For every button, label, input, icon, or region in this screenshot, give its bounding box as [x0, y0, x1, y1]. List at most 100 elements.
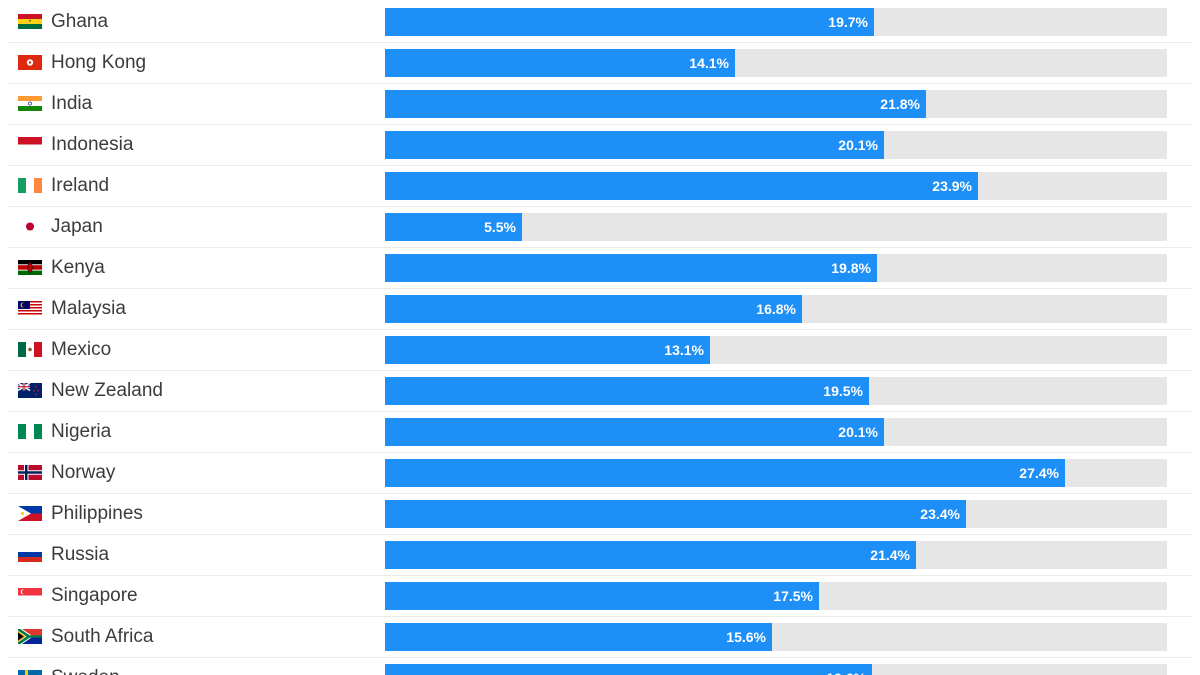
category-label-hong-kong: Hong Kong — [51, 52, 147, 73]
ghana-flag-icon — [18, 14, 42, 29]
bar-indonesia: 20.1% — [385, 131, 884, 159]
value-label-ghana: 19.7% — [828, 14, 868, 30]
category-label-new-zealand: New Zealand — [51, 380, 163, 401]
bar-russia: 21.4% — [385, 541, 916, 569]
value-label-new-zealand: 19.5% — [823, 383, 863, 399]
bar-track-mexico: 13.1% — [385, 336, 1167, 364]
bar-ireland: 23.9% — [385, 172, 978, 200]
bar-hong-kong: 14.1% — [385, 49, 735, 77]
bar-south-africa: 15.6% — [385, 623, 772, 651]
philippines-flag-icon — [18, 506, 42, 521]
bar-track-hong-kong: 14.1% — [385, 49, 1167, 77]
bar-track-south-africa: 15.6% — [385, 623, 1167, 651]
row-ghana: Ghana 19.7% — [8, 2, 1192, 43]
category-label-nigeria: Nigeria — [51, 421, 112, 442]
bar-track-ghana: 19.7% — [385, 8, 1167, 36]
value-label-mexico: 13.1% — [664, 342, 704, 358]
category-label-mexico: Mexico — [51, 339, 112, 360]
bar-philippines: 23.4% — [385, 500, 966, 528]
malaysia-flag-icon — [18, 301, 42, 316]
category-label-south-africa: South Africa — [51, 626, 154, 647]
bar-nigeria: 20.1% — [385, 418, 884, 446]
value-label-indonesia: 20.1% — [838, 137, 878, 153]
bar-track-philippines: 23.4% — [385, 500, 1167, 528]
new-zealand-flag-icon — [18, 383, 42, 398]
row-mexico: Mexico 13.1% — [8, 330, 1192, 371]
bar-mexico: 13.1% — [385, 336, 710, 364]
bar-track-sweden: 19.6% — [385, 664, 1167, 675]
category-label-ireland: Ireland — [51, 175, 110, 196]
bar-ghana: 19.7% — [385, 8, 874, 36]
bar-norway: 27.4% — [385, 459, 1065, 487]
bar-japan: 5.5% — [385, 213, 522, 241]
category-label-sweden: Sweden — [51, 666, 120, 675]
bar-singapore: 17.5% — [385, 582, 819, 610]
hong-kong-flag-icon — [18, 55, 42, 70]
indonesia-flag-icon — [18, 137, 42, 152]
bar-track-india: 21.8% — [385, 90, 1167, 118]
row-indonesia: Indonesia 20.1% — [8, 125, 1192, 166]
category-label-russia: Russia — [51, 544, 110, 565]
russia-flag-icon — [18, 547, 42, 562]
south-africa-flag-icon — [18, 629, 42, 644]
bar-india: 21.8% — [385, 90, 926, 118]
bar-track-kenya: 19.8% — [385, 254, 1167, 282]
bar-sweden: 19.6% — [385, 664, 872, 675]
norway-flag-icon — [18, 465, 42, 480]
value-label-india: 21.8% — [880, 96, 920, 112]
category-label-india: India — [51, 93, 93, 114]
bar-track-singapore: 17.5% — [385, 582, 1167, 610]
value-label-sweden: 19.6% — [826, 669, 866, 675]
value-label-norway: 27.4% — [1019, 465, 1059, 481]
bar-track-new-zealand: 19.5% — [385, 377, 1167, 405]
bar-track-nigeria: 20.1% — [385, 418, 1167, 446]
category-label-norway: Norway — [51, 462, 116, 483]
bar-track-indonesia: 20.1% — [385, 131, 1167, 159]
category-label-singapore: Singapore — [51, 585, 138, 606]
category-label-indonesia: Indonesia — [51, 134, 134, 155]
value-label-russia: 21.4% — [870, 547, 910, 563]
row-new-zealand: New Zealand 19.5% — [8, 371, 1192, 412]
row-india: India 21.8% — [8, 84, 1192, 125]
bar-new-zealand: 19.5% — [385, 377, 869, 405]
category-label-philippines: Philippines — [51, 503, 143, 524]
category-label-kenya: Kenya — [51, 257, 105, 278]
row-south-africa: South Africa 15.6% — [8, 617, 1192, 658]
category-label-japan: Japan — [51, 216, 103, 237]
japan-flag-icon — [18, 219, 42, 234]
row-singapore: Singapore 17.5% — [8, 576, 1192, 617]
singapore-flag-icon — [18, 588, 42, 603]
bar-track-russia: 21.4% — [385, 541, 1167, 569]
value-label-singapore: 17.5% — [773, 588, 813, 604]
sweden-flag-icon — [18, 670, 42, 675]
row-philippines: Philippines 23.4% — [8, 494, 1192, 535]
value-label-ireland: 23.9% — [932, 178, 972, 194]
value-label-nigeria: 20.1% — [838, 424, 878, 440]
value-label-kenya: 19.8% — [831, 260, 871, 276]
row-kenya: Kenya 19.8% — [8, 248, 1192, 289]
bar-malaysia: 16.8% — [385, 295, 802, 323]
mexico-flag-icon — [18, 342, 42, 357]
row-nigeria: Nigeria 20.1% — [8, 412, 1192, 453]
bar-kenya: 19.8% — [385, 254, 877, 282]
value-label-philippines: 23.4% — [920, 506, 960, 522]
category-label-malaysia: Malaysia — [51, 298, 126, 319]
ireland-flag-icon — [18, 178, 42, 193]
value-label-hong-kong: 14.1% — [689, 55, 729, 71]
bar-track-japan: 5.5% — [385, 213, 1167, 241]
category-label-ghana: Ghana — [51, 11, 109, 32]
row-sweden: Sweden 19.6% — [8, 658, 1192, 675]
row-malaysia: Malaysia 16.8% — [8, 289, 1192, 330]
nigeria-flag-icon — [18, 424, 42, 439]
value-label-south-africa: 15.6% — [726, 629, 766, 645]
row-ireland: Ireland 23.9% — [8, 166, 1192, 207]
row-russia: Russia 21.4% — [8, 535, 1192, 576]
india-flag-icon — [18, 96, 42, 111]
row-norway: Norway 27.4% — [8, 453, 1192, 494]
bar-track-malaysia: 16.8% — [385, 295, 1167, 323]
row-japan: Japan 5.5% — [8, 207, 1192, 248]
value-label-japan: 5.5% — [484, 219, 516, 235]
bar-track-norway: 27.4% — [385, 459, 1167, 487]
row-hong-kong: Hong Kong 14.1% — [8, 43, 1192, 84]
